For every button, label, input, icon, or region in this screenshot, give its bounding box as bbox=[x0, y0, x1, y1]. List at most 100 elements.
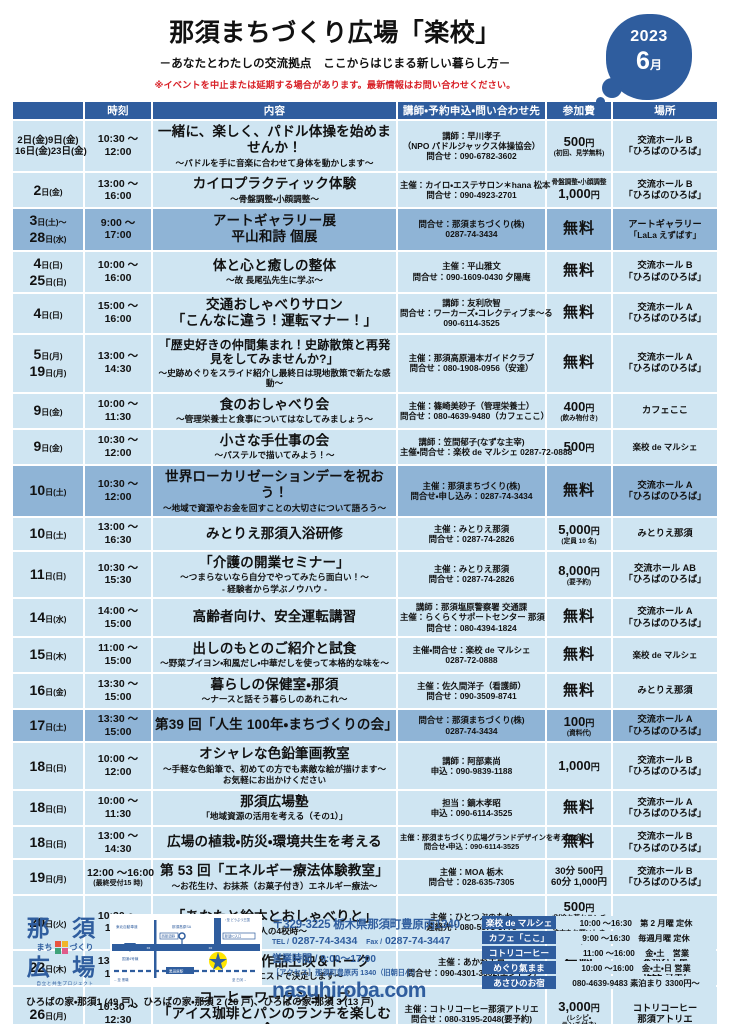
table-row[interactable]: 10日(土) 10:30 ～ 12:00 世界ローカリゼーションデーを祝おう！ ～地域で… bbox=[13, 465, 717, 517]
cell-time: 13:00 ～ 16:00 bbox=[85, 173, 151, 208]
cell-place: 交流ホール A 「ひろばのひろば」 bbox=[613, 709, 717, 742]
cell-fee: 無料 bbox=[547, 826, 611, 859]
contact-line: 主催・問合せ：楽校 de マルシェ bbox=[412, 644, 531, 655]
cell-time: 12:00 ～16:00 (最終受付15 時) bbox=[85, 860, 154, 895]
col-header-fee: 参加費 bbox=[547, 102, 611, 119]
facility-info-row: 楽校 de マルシェ 10:00 ～16:30 第 2 月曜 定休 bbox=[482, 916, 716, 929]
place-line: 楽校 de マルシェ bbox=[632, 441, 698, 452]
table-row[interactable]: 17日(土) 13:30 ～ 15:00 第39 回「人生 100年・まちづくりの会」… bbox=[13, 709, 717, 742]
contact-line: 主催：カイロ・エステサロン＊hana 松本 bbox=[400, 180, 551, 191]
svg-text:至 白河→: 至 白河→ bbox=[232, 977, 247, 982]
contact-line: 問合せ：080-3195-2048(要予約) bbox=[410, 1014, 533, 1024]
facility-info-row: コトリコーヒー 11:00 ～16:00 金・土 営業 bbox=[482, 946, 716, 959]
cell-time: 10:30 ～ 12:00 bbox=[85, 429, 151, 464]
table-row[interactable]: 18日(日) 10:00 ～ 11:30 那須広場塾 「地域資源の活用を考える（その1）… bbox=[13, 790, 717, 825]
event-subtitle: ～パステルで描いてみよう！～ bbox=[214, 450, 335, 461]
contact-line: 主催：あかね工房 bbox=[438, 957, 505, 968]
fee-amount: 400円 bbox=[563, 399, 595, 415]
place-line: 楽校 de マルシェ bbox=[632, 649, 698, 660]
table-row[interactable]: 10日(土) 13:00 ～ 16:30 みとりえ那須入浴研修 主催：みとりえ那須 問合せ… bbox=[13, 518, 717, 550]
cell-date: 4日(日) 25日(日) bbox=[13, 251, 83, 292]
col-header-date bbox=[13, 102, 83, 119]
table-row[interactable]: 2日(金)9日(金) 16日(金)23日(金) 10:30 ～ 12:00 一緒に、楽し… bbox=[13, 121, 717, 172]
contact-line: 問合せ：080-1908-0956（安達） bbox=[409, 363, 534, 374]
fee-prefix: 骨盤調整・小顔調整 bbox=[551, 178, 607, 186]
cell-date: 26日(月) bbox=[13, 986, 83, 1024]
table-row[interactable]: 4日(日) 25日(日) 10:00 ～ 16:00 体と心と癒しの整体 ～故 長尾弘先生… bbox=[13, 251, 717, 292]
facility-info-row: めぐり氣まま 10:00 ～16:00 金・土・日 営業 bbox=[482, 961, 716, 974]
place-line: 交流ホール A bbox=[637, 301, 693, 312]
cell-date: 11日(日) bbox=[13, 551, 83, 598]
contact-line: 0287-74-3434 bbox=[445, 725, 498, 736]
cell-content: 体と心と癒しの整体 ～故 長尾弘先生に学ぶ～ bbox=[153, 251, 396, 292]
table-row[interactable]: 19日(月) 12:00 ～16:00 (最終受付15 時) 第 53 回「エネルギー… bbox=[13, 860, 717, 895]
date-line: 2日(金) bbox=[33, 181, 63, 198]
event-subtitle: ～故 長尾弘先生に学ぶ～ bbox=[226, 275, 323, 286]
table-row[interactable]: 3日(土)～ 28日(水) 9:00 ～ 17:00 アートギャラリー展 平山和詩 個展問… bbox=[13, 209, 717, 250]
fee-note: (飲み物付き) bbox=[560, 414, 598, 422]
cell-contact: 主催：コトリコーヒー那須アトリエ 問合せ：080-3195-2048(要予約) bbox=[398, 986, 545, 1024]
cell-time: 9:00 ～ 17:00 bbox=[85, 209, 151, 250]
table-row[interactable]: 5日(月) 19日(月) 13:00 ～ 14:30 「歴史好きの仲間集まれ！史跡散策と… bbox=[13, 334, 717, 392]
table-row[interactable]: 4日(日) 15:00 ～ 16:00 交通おしゃべりサロン 「こんなに違う！運転マナー… bbox=[13, 293, 717, 333]
time-line: 14:00 ～ bbox=[97, 604, 139, 617]
date-line: 17日(土) bbox=[29, 717, 67, 734]
col-header-time: 時刻 bbox=[85, 102, 151, 119]
website-url[interactable]: nasuhiroba.com bbox=[272, 979, 426, 1002]
facility-name: めぐり氣まま bbox=[482, 961, 556, 974]
event-subtitle: ～野菜ブイヨン・和風だし・中華だしを使って本格的な味を～ bbox=[160, 658, 389, 669]
contact-line: 担当：鏑木孝昭 bbox=[442, 797, 501, 808]
table-row[interactable]: 16日(金) 13:30 ～ 15:00 暮らしの保健室・那須 ～ナースと話そう暮らしの… bbox=[13, 673, 717, 708]
cell-fee: 500円 bbox=[547, 429, 611, 464]
time-line: 10:30 ～ bbox=[97, 133, 139, 146]
table-row[interactable]: 26日(月) 10:30 ～ 12:30 コーヒーワークショップ 「アイス珈琲とパンのラ… bbox=[13, 986, 717, 1024]
time-line: 16:00 bbox=[104, 313, 132, 326]
table-row[interactable]: 11日(日) 10:30 ～ 15:30 「介護の開業セミナー」 ～つまらないなら自分で… bbox=[13, 551, 717, 598]
cell-content: 高齢者向け、安全運転講習 bbox=[153, 599, 396, 636]
contact-line: 主催：篠崎美砂子（管理栄養士） bbox=[408, 400, 535, 411]
table-row[interactable]: 9日(金) 10:00 ～ 11:30 食のおしゃべり会 ～管理栄養士と食事についてはな… bbox=[13, 393, 717, 428]
table-row[interactable]: 9日(金) 10:30 ～ 12:00 小さな手仕事の会 ～パステルで描いてみよう！～ 講… bbox=[13, 429, 717, 464]
schedule-body: 2日(金)9日(金) 16日(金)23日(金) 10:30 ～ 12:00 一緒に、楽し… bbox=[13, 121, 717, 1024]
event-title: 第 53 回「エネルギー療法体験教室」 bbox=[160, 863, 389, 879]
svg-text:那須IC入口: 那須IC入口 bbox=[225, 934, 242, 939]
facility-hours: 10:00 ～16:00 金・土・日 営業 bbox=[556, 961, 716, 974]
place-line: 「ひろばのひろば」 bbox=[623, 725, 707, 736]
cell-time: 10:00 ～ 11:30 bbox=[85, 393, 151, 428]
table-row[interactable]: 15日(木) 11:00 ～ 15:00 出しのもとのご紹介と試食 ～野菜ブイヨン・和風… bbox=[13, 637, 717, 672]
event-title: カイロプラクティック体験 bbox=[192, 176, 357, 192]
time-line: 11:30 bbox=[104, 807, 132, 820]
event-title-2: 「こんなに違う！運転マナー！」 bbox=[171, 313, 378, 329]
cell-content: 第39 回「人生 100年・まちづくりの会」 bbox=[153, 709, 398, 742]
cell-content: 那須広場塾 「地域資源の活用を考える（その1）」 bbox=[153, 790, 396, 825]
contact-line: 主催：みとりえ那須 bbox=[433, 523, 510, 534]
cell-fee: 30分 500円 60分 1,000円 bbox=[547, 860, 611, 895]
table-row[interactable]: 2日(金) 13:00 ～ 16:00 カイロプラクティック体験 ～骨盤調整・小顔調整～… bbox=[13, 173, 717, 208]
cell-date: 16日(金) bbox=[13, 673, 83, 708]
contact-line: 主催：らくらくサポートセンター 那須 bbox=[400, 612, 545, 623]
time-line: 9:00 ～ bbox=[100, 216, 136, 229]
time-line: 11:30 bbox=[104, 410, 132, 423]
date-line: 4日(日) bbox=[33, 304, 63, 321]
fee-free: 無料 bbox=[562, 262, 595, 280]
tel-number: 0287-74-3434 bbox=[291, 935, 358, 947]
table-row[interactable]: 14日(水) 14:00 ～ 15:00 高齢者向け、安全運転講習 講師：那須塩原警察署… bbox=[13, 599, 717, 636]
cell-date: 9日(金) bbox=[13, 429, 83, 464]
event-title: 一緒に、楽しく、パドル体操を始めませんか！ bbox=[158, 124, 391, 156]
time-line: 10:30 ～ bbox=[97, 433, 139, 446]
table-row[interactable]: 18日(日) 13:00 ～ 14:30 広場の植栽・防災・環境共生を考える 主催：那須… bbox=[13, 826, 717, 859]
cell-contact: 主催：那須まちづくり広場グランドデザインを考える会 問合せ・申込：090-6114… bbox=[398, 826, 582, 859]
table-row[interactable]: 18日(日) 10:00 ～ 12:00 オシャレな色鉛筆画教室 ～手軽な色鉛筆で、初め… bbox=[13, 743, 717, 789]
facility-hours: 9:00 ～16:30 毎週月曜 定休 bbox=[556, 931, 716, 944]
date-line: 20日(火) bbox=[29, 913, 67, 930]
date-line: 2日(金)9日(金) bbox=[17, 134, 79, 146]
time-line: 12:00 bbox=[104, 766, 132, 779]
col-header-content: 内容 bbox=[153, 102, 396, 119]
place-line: みとりえ那須 bbox=[637, 685, 693, 696]
event-title: 暮らしの保健室・那須 bbox=[210, 676, 339, 692]
place-line: 交流ホール B bbox=[637, 260, 693, 271]
place-line: 「ひろばのひろば」 bbox=[623, 313, 707, 324]
contact-line: 問合せ：ワーカーズ・コレクティブま～る bbox=[400, 308, 553, 319]
contact-line: 主催：MOA 栃木 bbox=[439, 867, 504, 878]
speech-bubble-icon bbox=[596, 14, 692, 106]
